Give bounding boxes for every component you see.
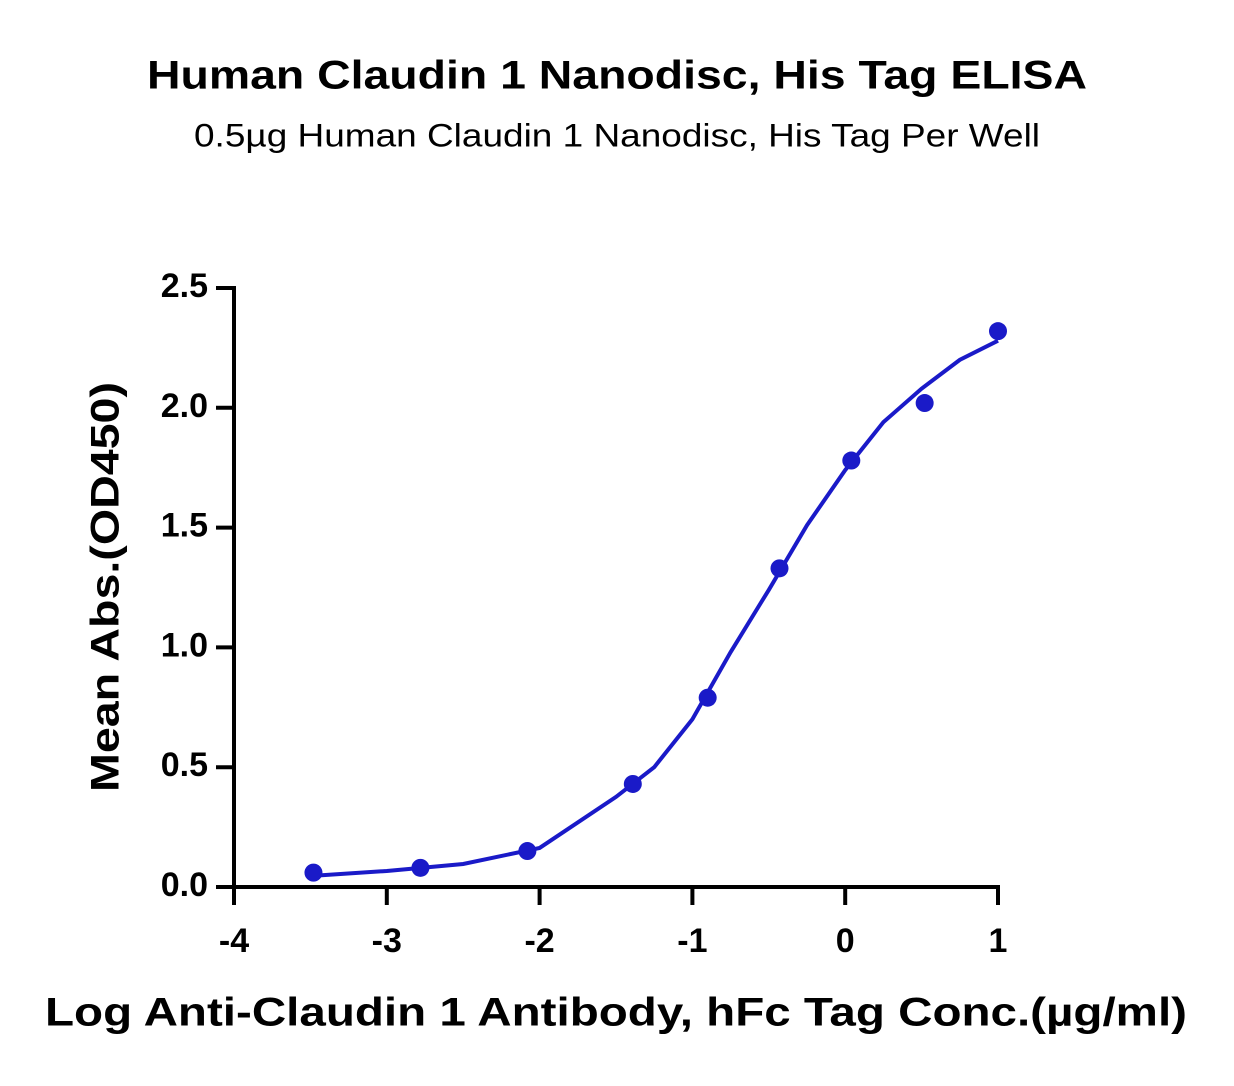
y-tick-label: 0.0 xyxy=(161,866,208,904)
x-tick-label: -4 xyxy=(219,922,249,960)
data-point xyxy=(842,451,861,470)
x-tick-label: -2 xyxy=(524,922,554,960)
data-point xyxy=(411,858,430,877)
y-tick-label: 1.5 xyxy=(161,507,208,545)
x-tick-label: 0 xyxy=(836,922,855,960)
y-tick-label: 1.0 xyxy=(161,626,208,664)
chart-subtitle: 0.5µg Human Claudin 1 Nanodisc, His Tag … xyxy=(194,117,1040,153)
data-point xyxy=(915,394,934,413)
y-tick-label: 2.0 xyxy=(161,387,208,425)
fit-curve xyxy=(310,338,999,878)
x-axis-label: Log Anti-Claudin 1 Antibody, hFc Tag Con… xyxy=(45,991,1187,1035)
data-point xyxy=(698,688,717,707)
x-tick-label: -3 xyxy=(372,922,402,960)
y-tick-label: 2.5 xyxy=(161,267,208,305)
x-tick-label: 1 xyxy=(989,922,1008,960)
y-tick-label: 0.5 xyxy=(161,746,208,784)
chart-title: Human Claudin 1 Nanodisc, His Tag ELISA xyxy=(147,54,1087,98)
y-axis-label: Mean Abs.(OD450) xyxy=(84,382,128,792)
data-point xyxy=(623,774,642,793)
data-point xyxy=(770,559,789,578)
data-point xyxy=(304,863,323,882)
x-tick-label: -1 xyxy=(677,922,707,960)
data-point xyxy=(518,842,537,861)
data-point xyxy=(989,322,1007,341)
